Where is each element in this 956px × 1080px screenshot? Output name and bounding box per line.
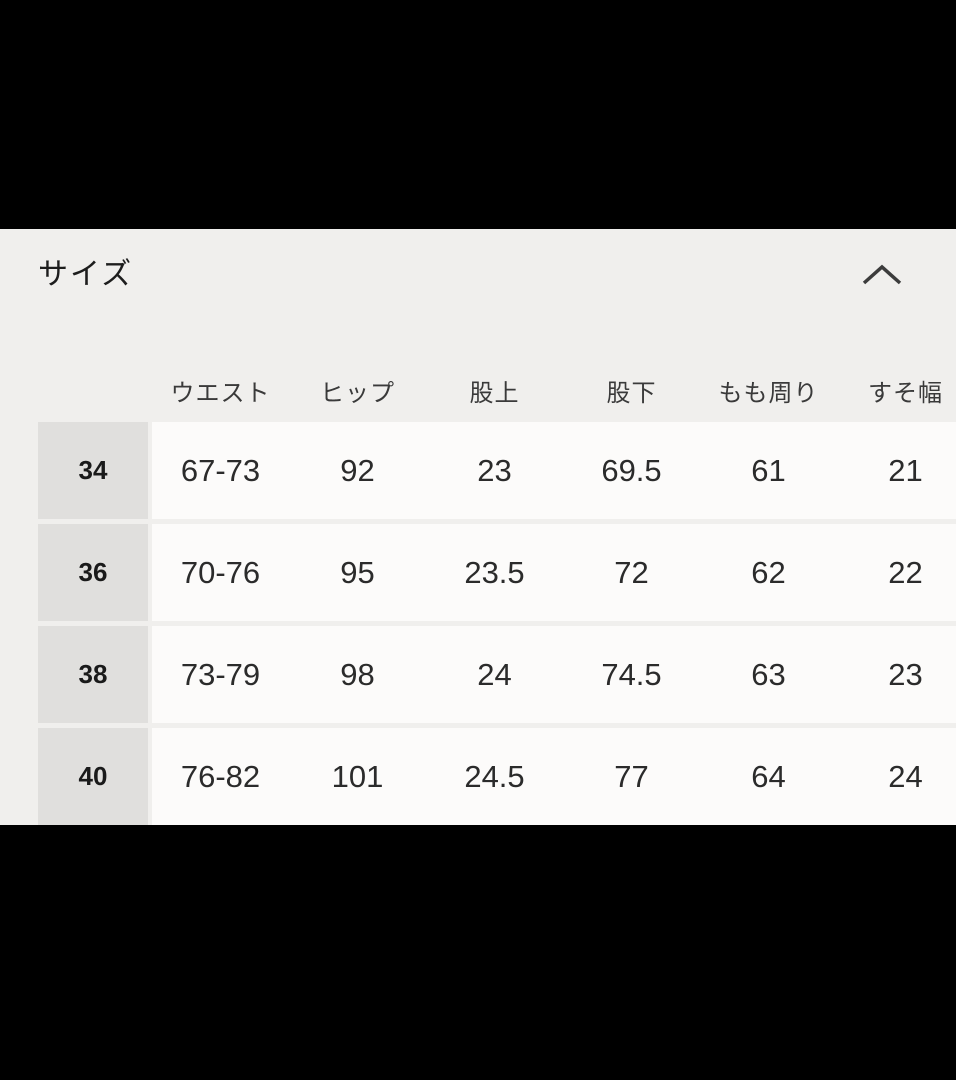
column-header-waist: ウエスト: [170, 379, 271, 407]
cell-rise: 23: [477, 452, 512, 488]
cell-hip: 95: [340, 554, 375, 590]
column-header-thigh: もも周り: [718, 379, 819, 407]
header-spacer: [38, 369, 152, 411]
cell-waist: 73-79: [180, 656, 261, 692]
cell-inseam: 69.5: [601, 452, 662, 488]
size-table-header-row: ウエスト ヒップ 股上 股下 もも周り すそ幅: [38, 369, 956, 411]
collapse-section-button[interactable]: [860, 261, 904, 289]
cell-waist: 67-73: [180, 452, 261, 488]
row-label-size: 34: [38, 422, 148, 519]
cell-waist: 70-76: [180, 554, 261, 590]
table-row: 34 67-73 92 23 69.5 61 21: [38, 422, 956, 519]
table-row: 40 76-82 101 24.5 77 64 24: [38, 728, 956, 825]
row-label-size: 38: [38, 626, 148, 723]
column-header-inseam: 股下: [606, 379, 657, 407]
panel-title: サイズ: [38, 258, 134, 291]
cell-hem-width: 22: [888, 554, 923, 590]
chevron-up-icon: [861, 263, 903, 287]
cell-hem-width: 24: [888, 758, 923, 794]
letterbox-top: [0, 0, 956, 229]
cell-hip: 92: [340, 452, 375, 488]
cell-waist: 76-82: [180, 758, 261, 794]
cell-inseam: 72: [614, 554, 649, 590]
size-table: 34 67-73 92 23 69.5 61 21 36 70-76 95 23…: [38, 422, 956, 825]
size-panel-header: サイズ: [0, 257, 956, 293]
letterbox-bottom: [0, 825, 956, 1080]
cell-thigh: 64: [751, 758, 786, 794]
row-label-size: 36: [38, 524, 148, 621]
cell-rise: 24: [477, 656, 512, 692]
row-label-size: 40: [38, 728, 148, 825]
cell-rise: 24.5: [464, 758, 525, 794]
cell-hem-width: 21: [888, 452, 923, 488]
column-header-rise: 股上: [469, 379, 520, 407]
cell-inseam: 74.5: [601, 656, 662, 692]
column-header-hem-width: すそ幅: [868, 379, 943, 407]
cell-thigh: 61: [751, 452, 786, 488]
cell-rise: 23.5: [464, 554, 525, 590]
cell-inseam: 77: [614, 758, 649, 794]
cell-hem-width: 23: [888, 656, 923, 692]
cell-hip: 98: [340, 656, 375, 692]
table-row: 36 70-76 95 23.5 72 62 22: [38, 524, 956, 621]
table-row: 38 73-79 98 24 74.5 63 23: [38, 626, 956, 723]
cell-hip: 101: [331, 758, 384, 794]
cell-thigh: 63: [751, 656, 786, 692]
size-panel: サイズ ウエスト ヒップ 股上 股下 もも周り すそ幅: [0, 229, 956, 825]
cell-thigh: 62: [751, 554, 786, 590]
column-header-hip: ヒップ: [320, 379, 395, 407]
